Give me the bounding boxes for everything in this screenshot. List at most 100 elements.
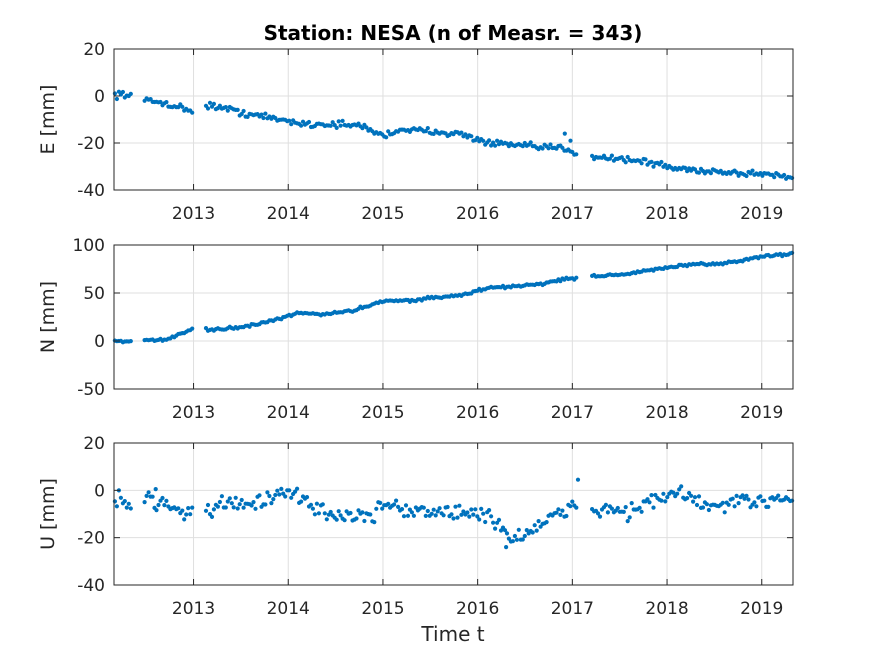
data-point: [233, 495, 238, 500]
data-point: [368, 512, 373, 517]
data-point: [263, 502, 268, 507]
data-point: [362, 518, 367, 524]
data-point: [336, 119, 341, 124]
data-point: [720, 500, 725, 505]
data-point: [328, 123, 333, 128]
data-point: [239, 497, 244, 503]
data-point: [683, 165, 688, 170]
data-point: [356, 508, 361, 513]
data-point: [300, 119, 306, 124]
data-point: [504, 531, 510, 536]
data-point: [364, 125, 369, 130]
data-point: [328, 509, 333, 515]
x-tick-label: 2014: [267, 599, 310, 619]
data-point: [342, 518, 347, 523]
data-point: [665, 495, 670, 500]
data-point: [514, 537, 520, 542]
data-point: [647, 500, 652, 505]
x-tick-label: 2017: [551, 403, 594, 423]
data-point: [435, 509, 440, 514]
data-point: [574, 505, 579, 510]
panel-n: 2013 2014 2015 2016 2017 2018 2019 100 50 0 -50 N […: [37, 236, 795, 423]
y-tick-label: -40: [77, 181, 105, 201]
data-point: [324, 517, 329, 522]
data-point: [663, 162, 668, 167]
data-point: [560, 508, 565, 513]
data-point: [209, 514, 215, 520]
data-point: [253, 506, 258, 511]
data-point: [241, 505, 246, 510]
data-point: [158, 99, 163, 105]
data-point: [249, 503, 254, 508]
y-axis-label: E [mm]: [37, 85, 59, 155]
data-point: [491, 140, 496, 145]
data-point: [700, 505, 706, 510]
data-point: [374, 506, 379, 511]
data-point: [475, 135, 480, 140]
data-point: [203, 508, 209, 513]
data-point: [314, 501, 319, 506]
axes-box: [113, 48, 794, 191]
data-point: [574, 275, 579, 280]
data-point: [493, 143, 498, 148]
data-point: [112, 91, 117, 96]
x-tick-label: 2017: [551, 599, 594, 619]
data-point: [629, 501, 634, 506]
data-point: [271, 497, 276, 502]
y-tick-label: -40: [77, 576, 105, 596]
axes-box: [113, 244, 794, 390]
data-point: [530, 530, 535, 535]
data-point: [467, 514, 472, 519]
panel-u: 2013 2014 2015 2016 2017 2018 2019 20 0 -20 -40 U […: [37, 434, 795, 619]
data-point: [360, 126, 365, 131]
data-point: [790, 250, 795, 255]
data-point: [245, 114, 250, 119]
data-point: [263, 111, 268, 116]
data-point: [411, 513, 416, 518]
data-point: [128, 506, 133, 511]
x-tick-label: 2015: [361, 204, 404, 224]
chart-panels: 2013 2014 2015 2016 2017 2018 2019 20 0 -20 -40 E […: [37, 40, 795, 619]
data-point: [649, 493, 654, 498]
axes-box: [113, 442, 794, 586]
data-point: [153, 487, 158, 492]
data-point: [207, 100, 213, 105]
data-point: [623, 160, 628, 165]
x-tick-label: 2013: [172, 403, 215, 423]
data-point: [540, 146, 545, 151]
data-point: [623, 505, 628, 510]
data-point: [453, 504, 458, 509]
x-tick-label: 2018: [645, 403, 688, 423]
data-point: [154, 508, 159, 513]
data-point: [386, 129, 391, 134]
y-tick-label: 0: [94, 332, 105, 352]
data-point: [659, 159, 664, 165]
data-point: [520, 144, 525, 149]
data-point: [489, 514, 494, 519]
data-point: [423, 513, 428, 519]
data-point: [758, 494, 763, 499]
y-axis-label: U [mm]: [37, 478, 59, 550]
data-point: [637, 505, 642, 510]
data-point: [425, 508, 430, 514]
x-tick-label: 2014: [267, 403, 310, 423]
data-point: [722, 510, 727, 515]
data-point: [692, 495, 698, 500]
data-point: [180, 508, 185, 513]
x-tick-label: 2018: [645, 599, 688, 619]
data-point: [269, 501, 274, 506]
data-point: [766, 504, 771, 509]
data-point: [639, 509, 644, 514]
data-point: [128, 339, 133, 344]
data-point: [457, 503, 462, 508]
data-point: [639, 161, 644, 166]
data-point: [150, 494, 155, 499]
data-point: [421, 505, 426, 510]
data-point: [219, 494, 224, 499]
x-tick-label: 2017: [551, 204, 594, 224]
data-point: [554, 510, 559, 515]
data-point: [481, 138, 486, 143]
data-point: [283, 494, 288, 499]
data-point: [205, 502, 211, 508]
data-point: [229, 501, 234, 506]
